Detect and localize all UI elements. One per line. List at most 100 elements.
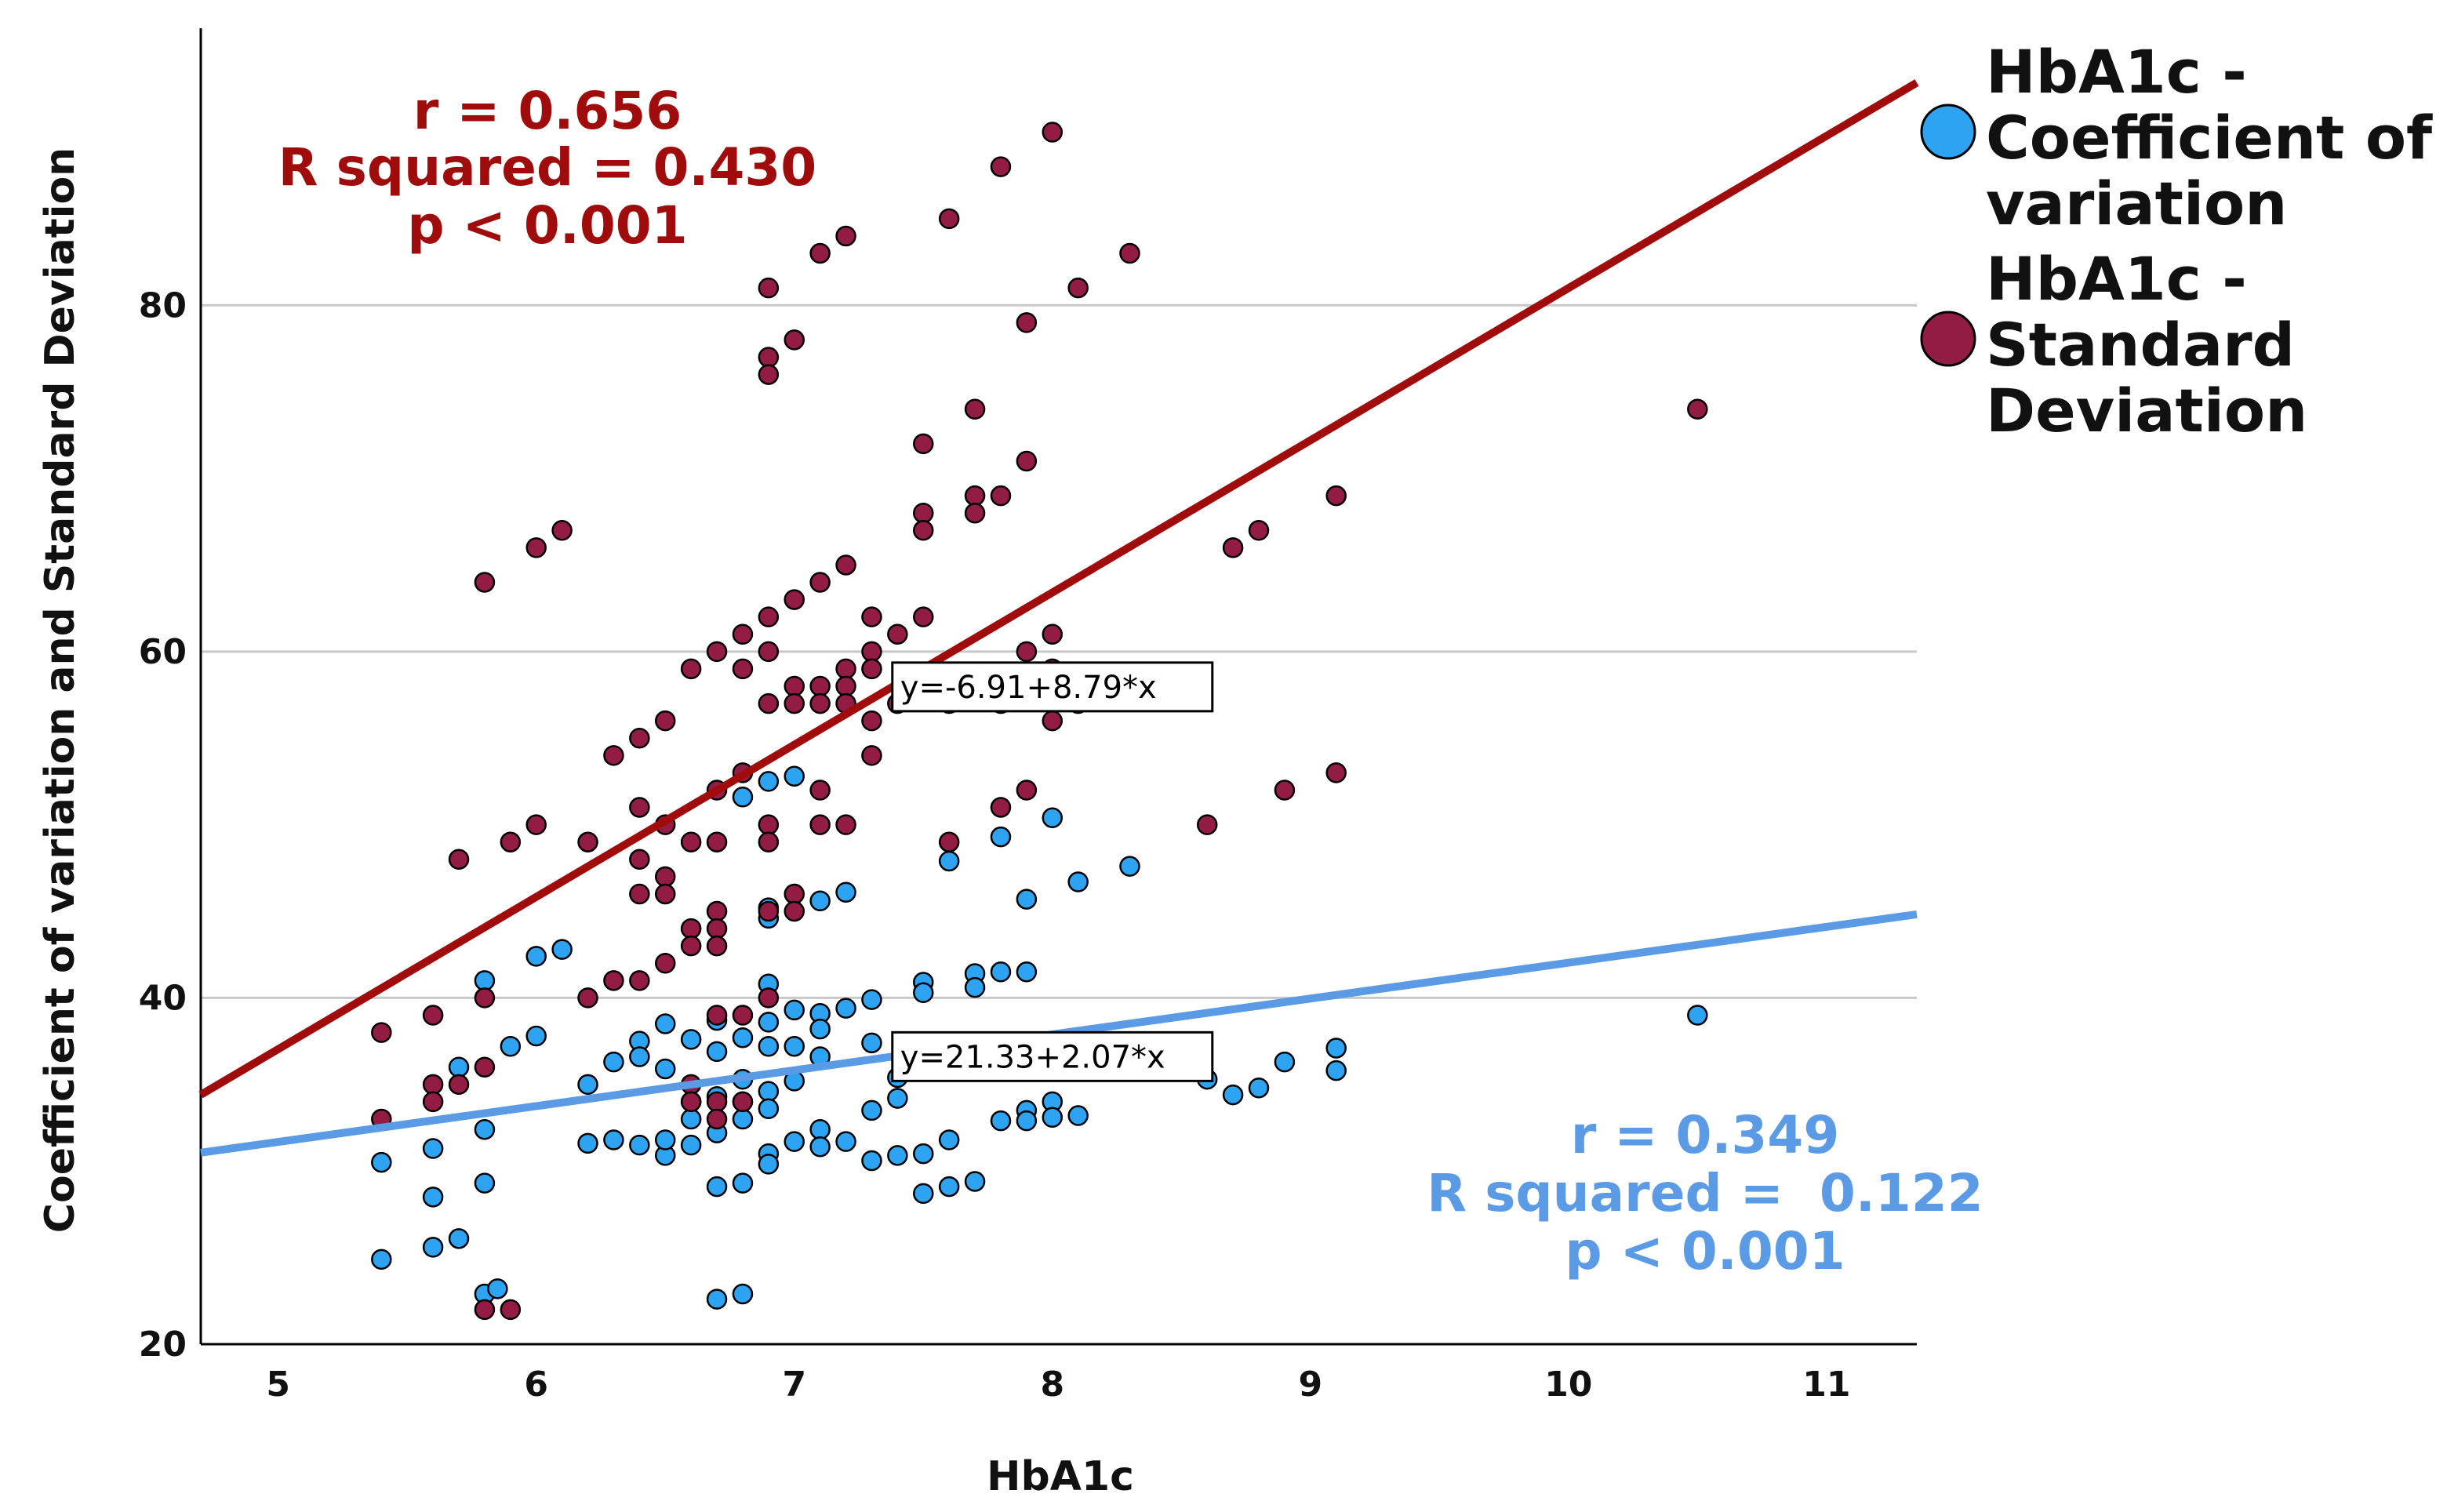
fit-equations: y=21.33+2.07*x y=-6.91+8.79*x [891, 661, 1214, 1082]
data-point-cv [706, 1041, 728, 1063]
data-point-sd [732, 1005, 754, 1026]
data-point-cv [809, 1118, 831, 1140]
data-point-sd [706, 1091, 728, 1113]
data-point-cv [938, 850, 960, 872]
data-point-sd [603, 970, 624, 991]
legend-item-sd: HbA1c - Standard Deviation [1920, 244, 2307, 445]
data-point-sd [758, 641, 780, 663]
data-point-cv [1222, 1084, 1244, 1106]
data-point-sd [835, 675, 856, 697]
data-point-sd [809, 814, 831, 835]
fit-equation-box-cv [891, 1030, 1214, 1082]
data-point-cv [525, 946, 547, 967]
data-point-sd [913, 606, 934, 627]
data-point-sd [913, 433, 934, 455]
fit-equation-box-sd [891, 661, 1214, 713]
data-point-cv [758, 1081, 780, 1102]
data-point-cv [784, 1131, 805, 1152]
data-point-cv [629, 1134, 650, 1156]
data-point-sd [422, 1091, 444, 1113]
data-point-cv [809, 1018, 831, 1040]
data-point-sd [835, 814, 856, 835]
data-point-cv [835, 998, 856, 1019]
data-point-sd [629, 849, 650, 870]
x-tick-label: 8 [1040, 1365, 1064, 1405]
data-point-sd [758, 814, 780, 835]
data-point-cv [732, 1172, 754, 1194]
data-point-sd [1016, 641, 1038, 663]
data-point-cv [887, 1088, 908, 1109]
y-tick-label: 60 [139, 632, 187, 672]
data-point-sd [1016, 450, 1038, 472]
sd-stat-r-squared: R squared = 0.430 [278, 137, 816, 198]
data-point-cv [1067, 871, 1089, 892]
data-point-sd [654, 953, 676, 974]
data-point-cv [1067, 1105, 1089, 1126]
data-point-sd [809, 675, 831, 697]
data-point-sd [525, 537, 547, 558]
data-point-cv [809, 1136, 831, 1158]
data-point-cv [1687, 1005, 1708, 1026]
axes [199, 28, 1917, 1346]
data-point-sd [474, 1056, 496, 1078]
data-point-sd [706, 918, 728, 940]
x-tick-label: 9 [1298, 1365, 1322, 1405]
data-point-sd [1196, 814, 1218, 835]
data-point-sd [861, 710, 882, 732]
data-point-cv [706, 1176, 728, 1198]
data-point-cv [680, 1134, 702, 1156]
y-tick-label: 80 [139, 285, 187, 325]
data-point-sd [371, 1022, 392, 1043]
data-point-sd [732, 658, 754, 680]
data-point-sd [680, 1091, 702, 1113]
data-point-cv [861, 1099, 882, 1121]
cv-stat-p: p < 0.001 [1565, 1221, 1845, 1281]
data-point-sd [784, 329, 805, 351]
data-point-cv [500, 1035, 522, 1057]
data-point-sd [809, 572, 831, 593]
data-point-cv [551, 939, 573, 960]
legend-item-cv: HbA1c - Coefficient of variation [1920, 37, 2433, 238]
data-point-sd [1042, 710, 1064, 732]
data-point-sd [758, 831, 780, 852]
data-point-sd [758, 900, 780, 922]
data-point-cv [1042, 807, 1064, 829]
data-point-sd [835, 658, 856, 680]
data-point-cv [990, 961, 1012, 983]
data-point-cv [938, 1176, 960, 1198]
data-point-cv [654, 1058, 676, 1080]
data-point-sd [706, 1005, 728, 1026]
fit-line-sd [198, 79, 1919, 1099]
legend-label-sd-line1: HbA1c - [1986, 244, 2247, 314]
data-point-cv [758, 771, 780, 792]
data-point-sd [1325, 485, 1347, 507]
data-point-sd [809, 692, 831, 714]
data-point-cv [1248, 1077, 1270, 1099]
data-point-cv [371, 1151, 392, 1173]
data-point-cv [654, 1013, 676, 1034]
data-point-sd [835, 554, 856, 576]
data-point-sd [913, 502, 934, 524]
data-point-cv [809, 890, 831, 912]
data-point-sd [1042, 122, 1064, 143]
data-point-cv [487, 1278, 508, 1299]
data-point-sd [1067, 277, 1089, 299]
data-point-cv [758, 1012, 780, 1033]
data-point-sd [706, 1108, 728, 1130]
x-tick-label: 6 [524, 1365, 548, 1405]
data-point-sd [500, 831, 522, 852]
fit-equation-sd: y=-6.91+8.79*x [900, 670, 1157, 706]
data-point-cv [448, 1056, 470, 1078]
x-tick-label: 7 [782, 1365, 806, 1405]
data-point-cv [732, 787, 754, 808]
data-point-sd [861, 658, 882, 680]
data-point-sd [577, 831, 598, 852]
data-point-cv [990, 826, 1012, 848]
data-point-sd [1042, 623, 1064, 645]
legend-label-sd-line2: Standard [1986, 310, 2295, 380]
data-point-cv [1325, 1038, 1347, 1059]
data-point-sd [758, 277, 780, 299]
data-points [371, 122, 1708, 1321]
